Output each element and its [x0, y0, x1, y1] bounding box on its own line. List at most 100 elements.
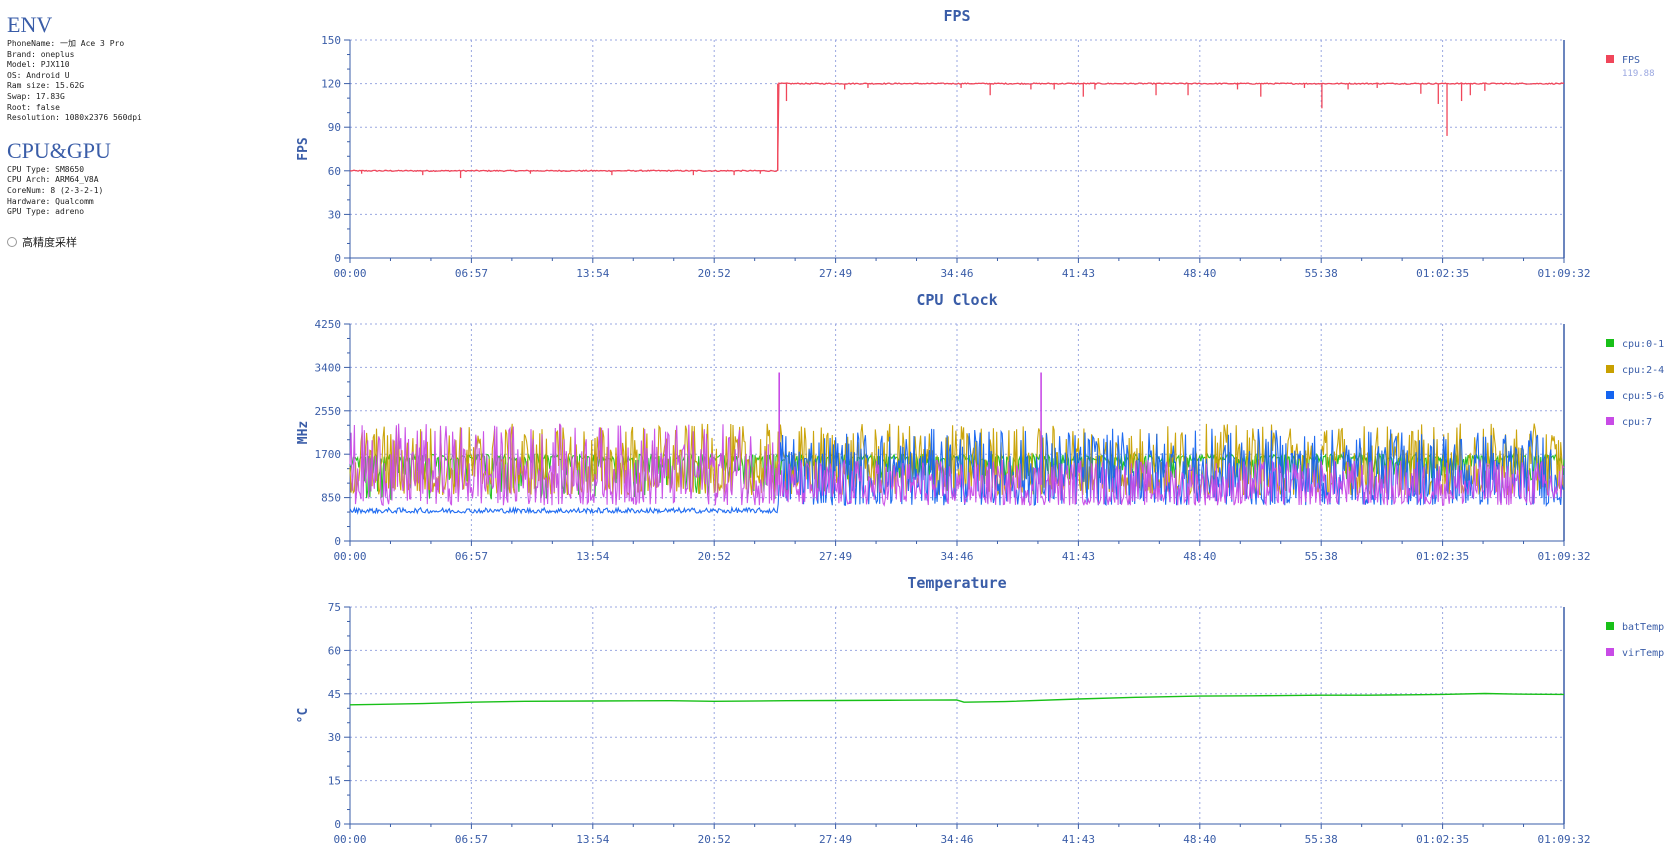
- legend-label: cpu:0-1: [1622, 339, 1664, 350]
- env-line: OS: Android U: [7, 70, 70, 80]
- x-tick-label: 01:02:35: [1416, 550, 1469, 563]
- env-line: Swap: 17.83G: [7, 91, 65, 101]
- legend-label: batTemp: [1622, 622, 1664, 633]
- y-tick-label: 45: [328, 688, 341, 701]
- legend-current-value: 119.88: [1622, 69, 1655, 79]
- x-tick-label: 34:46: [940, 833, 973, 846]
- cpugpu-title: CPU&GPU: [7, 137, 111, 163]
- legend-label: cpu:7: [1622, 417, 1652, 428]
- high-precision-option[interactable]: 高精度采样: [7, 234, 307, 250]
- y-tick-label: 150: [321, 34, 341, 47]
- x-tick-label: 01:09:32: [1538, 550, 1591, 563]
- legend-swatch: [1606, 55, 1614, 63]
- chart-0: FPS 00:00 06:57 13:54 20:52 27:49 34:46 41:43 48…: [296, 7, 1655, 280]
- x-tick-label: 20:52: [698, 833, 731, 846]
- env-lines: PhoneName: 一加 Ace 3 Pro Brand: oneplus Mod…: [7, 39, 307, 124]
- legend-swatch: [1606, 622, 1614, 630]
- series-batTemp: [349, 692, 1565, 706]
- y-tick-label: 1700: [315, 448, 342, 461]
- chart-title: Temperature: [907, 574, 1006, 592]
- legend-label: cpu:5-6: [1622, 391, 1664, 402]
- x-tick-label: 55:38: [1305, 550, 1338, 563]
- x-tick-label: 55:38: [1305, 833, 1338, 846]
- chart-title: FPS: [943, 7, 970, 25]
- cpugpu-lines: CPU Type: SM8650 CPU Arch: ARM64_V8A CoreN…: [7, 165, 307, 218]
- high-precision-radio[interactable]: [7, 236, 17, 247]
- cpugpu-section: CPU&GPU CPU Type: SM8650 CPU Arch: ARM64_…: [7, 137, 307, 218]
- x-tick-label: 27:49: [819, 833, 852, 846]
- series-cpu-7: [349, 423, 1565, 507]
- y-tick-label: 3400: [315, 361, 342, 374]
- y-tick-label: 30: [328, 731, 341, 744]
- x-tick-label: 34:46: [940, 267, 973, 280]
- legend-swatch: [1606, 391, 1614, 399]
- high-precision-label: 高精度采样: [22, 235, 77, 249]
- x-tick-label: 00:00: [333, 267, 366, 280]
- x-tick-label: 34:46: [940, 550, 973, 563]
- x-tick-label: 27:49: [819, 550, 852, 563]
- legend-swatch: [1606, 648, 1614, 656]
- x-tick-label: 20:52: [698, 550, 731, 563]
- cpugpu-line: Hardware: Qualcomm: [7, 196, 94, 206]
- x-tick-label: 06:57: [455, 833, 488, 846]
- x-tick-label: 00:00: [333, 833, 366, 846]
- cpugpu-line: GPU Type: adreno: [7, 207, 85, 217]
- chart-2: Temperature 00:00 06:57 13:54 20:52 27:49 34:4…: [296, 574, 1664, 846]
- env-line: Model: PJX110: [7, 60, 70, 70]
- x-tick-label: 01:09:32: [1538, 267, 1591, 280]
- y-tick-label: 4250: [315, 318, 342, 331]
- x-tick-label: 27:49: [819, 267, 852, 280]
- env-line: Resolution: 1080x2376 560dpi: [7, 113, 142, 123]
- x-tick-label: 55:38: [1305, 267, 1338, 280]
- env-line: PhoneName: 一加 Ace 3 Pro: [7, 39, 125, 48]
- x-tick-label: 13:54: [576, 833, 609, 846]
- env-line: Ram size: 15.62G: [7, 81, 85, 91]
- legend-swatch: [1606, 417, 1614, 425]
- x-tick-label: 20:52: [698, 267, 731, 280]
- y-tick-label: 0: [334, 818, 341, 831]
- chart-title: CPU Clock: [916, 291, 997, 309]
- legend-swatch: [1606, 339, 1614, 347]
- x-tick-label: 01:02:35: [1416, 833, 1469, 846]
- x-tick-label: 48:40: [1183, 267, 1216, 280]
- cpugpu-line: CPU Arch: ARM64_V8A: [7, 175, 99, 185]
- y-tick-label: 0: [334, 535, 341, 548]
- cpugpu-line: CPU Type: SM8650: [7, 164, 85, 174]
- x-tick-label: 48:40: [1183, 550, 1216, 563]
- legend-label: virTemp: [1622, 648, 1664, 659]
- x-tick-label: 41:43: [1062, 833, 1095, 846]
- legend-label: FPS: [1622, 55, 1640, 66]
- y-tick-label: 120: [321, 78, 341, 91]
- cpugpu-line: CoreNum: 8 (2-3-2-1): [7, 185, 104, 195]
- y-tick-label: 850: [321, 492, 341, 505]
- device-info-panel: ENV PhoneName: 一加 Ace 3 Pro Brand: oneplu…: [7, 14, 307, 250]
- y-tick-label: 60: [328, 644, 341, 657]
- legend-label: cpu:2-4: [1622, 365, 1664, 376]
- x-tick-label: 48:40: [1183, 833, 1216, 846]
- y-tick-label: 30: [328, 208, 341, 221]
- legend-swatch: [1606, 365, 1614, 373]
- x-tick-label: 13:54: [576, 267, 609, 280]
- chart-1: CPU Clock 00:00 06:57 13:54 20:52 27:49 34:46 4…: [296, 291, 1664, 563]
- x-tick-label: 00:00: [333, 550, 366, 563]
- x-tick-label: 01:09:32: [1538, 833, 1591, 846]
- y-tick-label: 60: [328, 165, 341, 178]
- y-axis-label: °C: [296, 708, 311, 724]
- fps-line: [349, 82, 1565, 173]
- y-axis-label: MHz: [296, 421, 311, 444]
- env-line: Root: false: [7, 102, 60, 112]
- y-tick-label: 2550: [315, 405, 342, 418]
- y-tick-label: 75: [328, 601, 341, 614]
- x-tick-label: 06:57: [455, 267, 488, 280]
- x-tick-label: 01:02:35: [1416, 267, 1469, 280]
- x-tick-label: 41:43: [1062, 550, 1095, 563]
- env-line: Brand: oneplus: [7, 49, 75, 59]
- y-axis-label: FPS: [296, 137, 311, 161]
- env-title: ENV: [7, 12, 53, 37]
- x-tick-label: 06:57: [455, 550, 488, 563]
- x-tick-label: 41:43: [1062, 267, 1095, 280]
- env-section: ENV PhoneName: 一加 Ace 3 Pro Brand: oneplu…: [7, 14, 307, 124]
- y-tick-label: 0: [334, 252, 341, 265]
- y-tick-label: 15: [328, 775, 341, 788]
